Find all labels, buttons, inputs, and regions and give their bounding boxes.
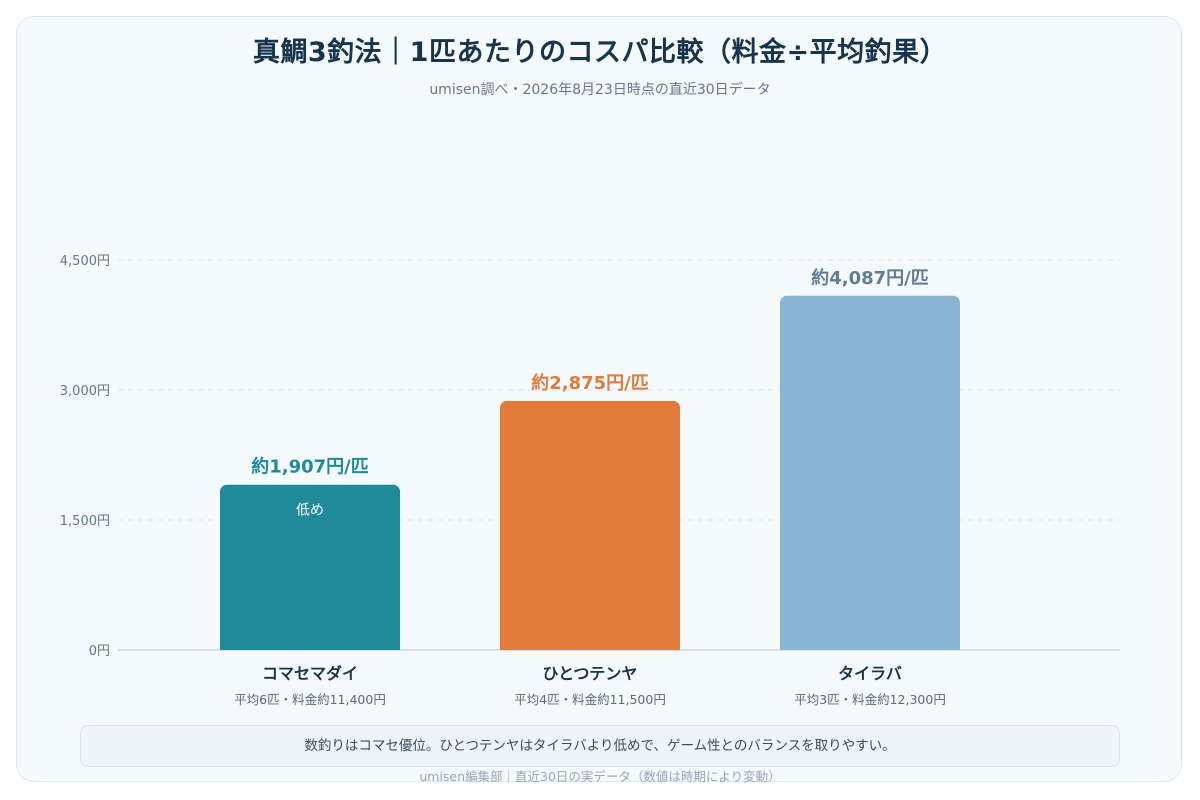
value-label: 約4,087円/匹 bbox=[811, 267, 929, 289]
value-label: 約1,907円/匹 bbox=[251, 456, 369, 478]
bar bbox=[220, 484, 400, 650]
category-label: コマセマダイ bbox=[262, 664, 358, 683]
source-footer: umisen編集部｜直近30日の実データ（数値は時期により変動） bbox=[419, 769, 781, 784]
bar-base bbox=[780, 642, 960, 650]
y-tick-label: 0円 bbox=[89, 644, 110, 659]
bar bbox=[500, 400, 680, 650]
bar-base bbox=[220, 642, 400, 650]
chart-title: 真鯛3釣法｜1匹あたりのコスパ比較（料金÷平均釣果） bbox=[252, 37, 948, 68]
category-detail: 平均4匹・料金約11,500円 bbox=[514, 692, 666, 707]
y-tick-label: 4,500円 bbox=[60, 254, 110, 269]
bar bbox=[780, 295, 960, 650]
summary-note: 数釣りはコマセ優位。ひとつテンヤはタイラバより低めで、ゲーム性とのバランスを取り… bbox=[80, 725, 1120, 767]
category-label: タイラバ bbox=[838, 664, 902, 683]
category-detail: 平均3匹・料金約12,300円 bbox=[794, 692, 946, 707]
y-tick-label: 3,000円 bbox=[60, 384, 110, 399]
bar-inner-label: 低め bbox=[296, 503, 324, 519]
bar-base bbox=[500, 642, 680, 650]
chart-subtitle: umisen調べ・2026年8月23日時点の直近30日データ bbox=[429, 82, 771, 98]
chart-card bbox=[16, 16, 1182, 782]
y-tick-label: 1,500円 bbox=[60, 514, 110, 529]
category-detail: 平均6匹・料金約11,400円 bbox=[234, 692, 386, 707]
category-label: ひとつテンヤ bbox=[543, 664, 638, 683]
value-label: 約2,875円/匹 bbox=[531, 372, 649, 394]
